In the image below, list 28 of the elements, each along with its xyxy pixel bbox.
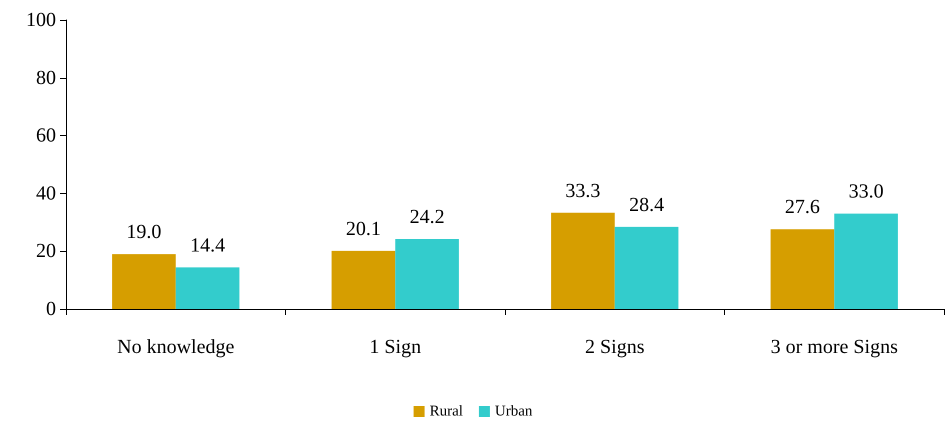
y-tick-label: 100 [26, 9, 56, 31]
data-label: 27.6 [784, 196, 820, 218]
bar [770, 229, 834, 309]
y-tick-label: 20 [36, 240, 56, 262]
legend-label: Urban [494, 404, 533, 420]
y-tick-label: 0 [46, 298, 56, 320]
bar [176, 267, 240, 309]
bar [834, 214, 898, 309]
legend-label: Rural [430, 404, 463, 420]
data-label: 33.3 [565, 180, 600, 202]
data-label: 28.4 [629, 194, 664, 216]
x-tick-label: 1 Sign [369, 336, 422, 358]
bar [614, 226, 678, 309]
y-tick-label: 60 [36, 124, 56, 147]
data-label: 20.1 [346, 218, 381, 240]
y-tick-label: 80 [36, 66, 56, 89]
x-tick-label: 2 Signs [585, 336, 645, 358]
bar [395, 239, 459, 309]
data-label: 33.0 [848, 180, 884, 203]
data-label: 14.4 [190, 234, 226, 256]
bar [112, 254, 176, 309]
data-label: 24.2 [410, 206, 445, 228]
bar [551, 212, 615, 309]
x-tick-label: No knowledge [117, 336, 234, 358]
bar [332, 250, 396, 309]
x-tick-label: 3 or more Signs [770, 336, 898, 358]
data-label: 19.0 [126, 221, 162, 244]
y-tick-label: 40 [36, 182, 56, 204]
